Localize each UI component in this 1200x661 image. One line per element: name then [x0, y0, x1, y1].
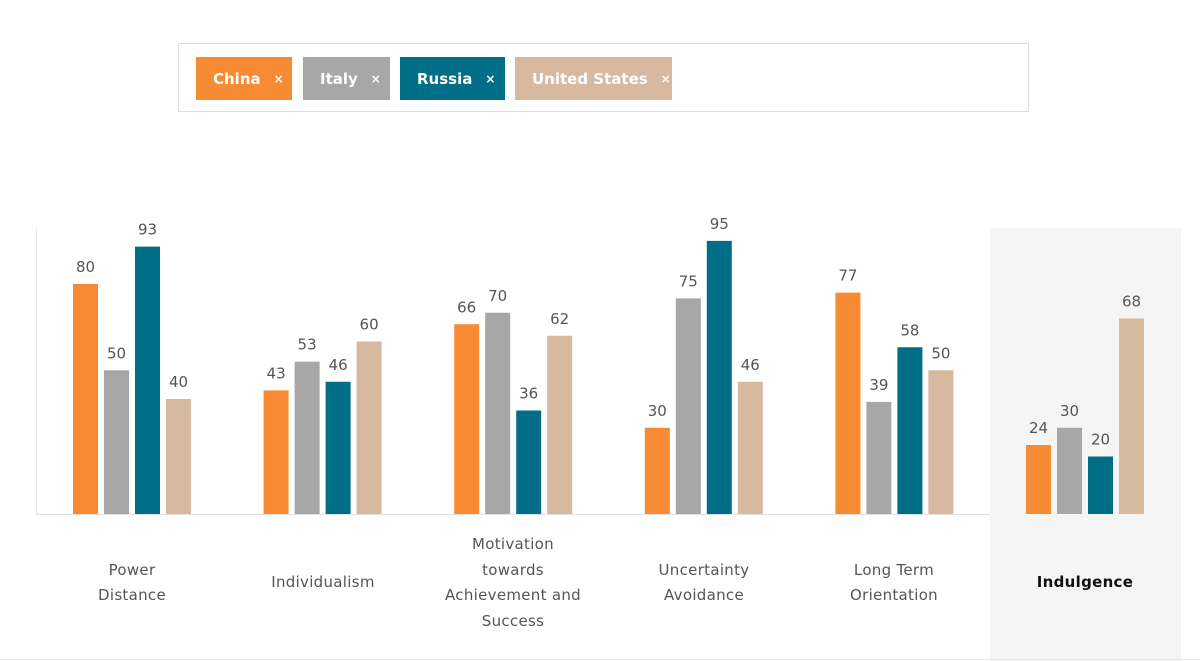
data-label: 50	[931, 344, 950, 362]
bar-italy-power-distance[interactable]	[104, 370, 129, 514]
data-label: 20	[1091, 431, 1110, 449]
tick-label-motivation-towards-achievement-and-success[interactable]: Motivation towards Achievement and Success	[445, 535, 581, 630]
bar-italy-motivation-towards-achievement-and-success[interactable]	[485, 312, 511, 514]
data-label: 24	[1029, 419, 1048, 437]
bar-china-motivation-towards-achievement-and-success[interactable]	[454, 324, 480, 514]
data-label: 40	[169, 373, 188, 391]
data-label: 53	[298, 336, 317, 354]
bar-united-states-long-term-orientation[interactable]	[928, 370, 954, 514]
bar-italy-indulgence[interactable]	[1057, 427, 1082, 514]
data-label: 75	[679, 272, 698, 290]
data-label: 58	[900, 321, 919, 339]
data-label: 36	[519, 385, 538, 403]
bar-russia-indulgence[interactable]	[1088, 456, 1113, 515]
divider	[0, 659, 1200, 660]
bar-china-uncertainty-avoidance[interactable]	[644, 427, 670, 514]
bar-united-states-uncertainty-avoidance[interactable]	[737, 381, 763, 514]
remove-icon[interactable]: ×	[370, 71, 381, 86]
tick-label-long-term-orientation[interactable]: Long Term Orientation	[850, 560, 938, 605]
remove-icon[interactable]: ×	[660, 71, 671, 86]
data-label: 68	[1122, 293, 1141, 311]
bar-united-states-indulgence[interactable]	[1119, 318, 1144, 515]
selected-category-highlight	[990, 228, 1181, 661]
tick-label-individualism[interactable]: Individualism	[271, 573, 375, 592]
bar-china-individualism[interactable]	[263, 390, 289, 514]
bar-united-states-individualism[interactable]	[356, 341, 382, 515]
tick-label-power-distance[interactable]: Power Distance	[98, 560, 166, 605]
bar-united-states-motivation-towards-achievement-and-success[interactable]	[547, 335, 573, 514]
filter-chip-italy[interactable]: Italy ×	[303, 57, 390, 100]
data-label: 66	[457, 298, 476, 316]
filter-chip-label: United States	[532, 69, 648, 88]
data-label: 80	[76, 258, 95, 276]
bar-china-indulgence[interactable]	[1026, 445, 1051, 514]
bar-russia-individualism[interactable]	[325, 381, 351, 514]
remove-icon[interactable]: ×	[485, 71, 496, 86]
data-label: 43	[267, 364, 286, 382]
tick-label-indulgence[interactable]: Indulgence	[1036, 573, 1134, 592]
filter-chip-label: Italy	[320, 69, 358, 88]
filter-chip-china[interactable]: China ×	[196, 57, 292, 100]
bar-china-long-term-orientation[interactable]	[835, 292, 861, 514]
bar-russia-uncertainty-avoidance[interactable]	[706, 240, 732, 514]
bar-italy-uncertainty-avoidance[interactable]	[675, 298, 701, 514]
data-label: 46	[329, 356, 348, 374]
remove-icon[interactable]: ×	[273, 71, 284, 86]
bar-united-states-power-distance[interactable]	[166, 399, 191, 514]
data-label: 95	[710, 215, 729, 233]
data-label: 46	[741, 356, 760, 374]
data-label: 30	[1060, 402, 1079, 420]
bar-russia-long-term-orientation[interactable]	[897, 347, 923, 514]
country-filter-bar: China × Italy × Russia × United States ×	[178, 43, 1029, 112]
bar-italy-long-term-orientation[interactable]	[866, 401, 892, 514]
bar-china-power-distance[interactable]	[73, 284, 98, 514]
bar-italy-individualism[interactable]	[294, 361, 320, 514]
filter-chip-russia[interactable]: Russia ×	[400, 57, 505, 100]
data-label: 30	[648, 402, 667, 420]
data-label: 77	[838, 267, 857, 285]
bar-russia-power-distance[interactable]	[135, 246, 160, 514]
tick-label-uncertainty-avoidance[interactable]: Uncertainty Avoidance	[658, 560, 750, 605]
data-label: 39	[869, 376, 888, 394]
filter-chip-united-states[interactable]: United States ×	[515, 57, 672, 100]
data-label: 60	[360, 316, 379, 334]
data-label: 93	[138, 221, 157, 239]
data-label: 50	[107, 344, 126, 362]
data-label: 70	[488, 287, 507, 305]
filter-chip-label: China	[213, 69, 261, 88]
filter-chip-label: Russia	[417, 69, 473, 88]
data-label: 62	[550, 310, 569, 328]
bar-russia-motivation-towards-achievement-and-success[interactable]	[516, 410, 542, 515]
